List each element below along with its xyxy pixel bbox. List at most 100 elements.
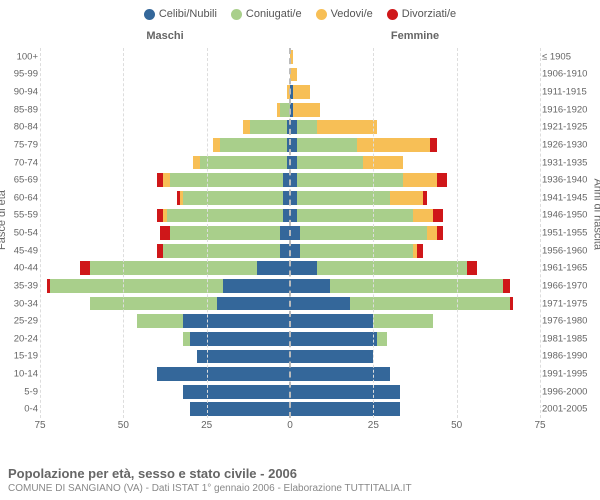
age-label: 45-49 [4, 245, 38, 256]
male-half [40, 260, 290, 278]
birth-label: 1976-1980 [542, 316, 598, 327]
female-half [290, 295, 540, 313]
chart-subtitle: COMUNE DI SANGIANO (VA) - Dati ISTAT 1° … [8, 483, 592, 494]
bar-segment [373, 314, 433, 328]
bar-segment [403, 173, 436, 187]
bar-segment [297, 138, 357, 152]
male-bar [40, 226, 290, 240]
female-bar [290, 156, 540, 170]
female-bar [290, 68, 540, 82]
x-tick: 25 [368, 420, 379, 431]
legend-item: Coniugati/e [231, 8, 302, 20]
male-bar [40, 85, 290, 99]
bar-segment [163, 244, 280, 258]
bar-segment [50, 279, 223, 293]
bar-segment [160, 226, 170, 240]
male-bar [40, 350, 290, 364]
female-half [290, 260, 540, 278]
chart-area: Maschi Femmine 100+≤ 190595-991906-19109… [40, 30, 540, 440]
bar-segment [290, 244, 300, 258]
bar-segment [357, 138, 430, 152]
legend-item: Vedovi/e [316, 8, 373, 20]
bar-segment [197, 350, 290, 364]
bar-segment [427, 226, 437, 240]
bar-segment [170, 173, 283, 187]
male-half [40, 224, 290, 242]
female-half [290, 189, 540, 207]
female-bar [290, 226, 540, 240]
bar-segment [90, 261, 257, 275]
bar-segment [290, 297, 350, 311]
bar-segment [297, 191, 390, 205]
age-label: 80-84 [4, 122, 38, 133]
birth-label: 1921-1925 [542, 122, 598, 133]
male-bar [40, 138, 290, 152]
bar-segment [433, 209, 443, 223]
birth-label: ≤ 1905 [542, 51, 598, 62]
male-half [40, 277, 290, 295]
birth-label: 1971-1975 [542, 298, 598, 309]
female-bar [290, 85, 540, 99]
bar-segment [317, 120, 377, 134]
male-half [40, 171, 290, 189]
age-label: 75-79 [4, 139, 38, 150]
male-bar [40, 314, 290, 328]
bar-segment [80, 261, 90, 275]
legend-dot [231, 9, 242, 20]
female-bar [290, 120, 540, 134]
female-half [290, 83, 540, 101]
bar-segment [157, 209, 164, 223]
female-half [290, 312, 540, 330]
male-bar [40, 402, 290, 416]
x-tick: 50 [451, 420, 462, 431]
bar-segment [220, 138, 287, 152]
birth-label: 1936-1940 [542, 175, 598, 186]
male-half [40, 207, 290, 225]
bar-segment [217, 297, 290, 311]
female-half [290, 224, 540, 242]
legend-label: Divorziati/e [402, 8, 456, 20]
bar-segment [163, 173, 170, 187]
female-half [290, 348, 540, 366]
age-label: 65-69 [4, 175, 38, 186]
birth-label: 1986-1990 [542, 351, 598, 362]
male-bar [40, 103, 290, 117]
male-bar [40, 120, 290, 134]
birth-label: 1966-1970 [542, 280, 598, 291]
female-bar [290, 209, 540, 223]
legend-dot [316, 9, 327, 20]
x-tick: 75 [534, 420, 545, 431]
legend-item: Celibi/Nubili [144, 8, 217, 20]
male-half [40, 66, 290, 84]
grid-line [540, 48, 541, 418]
age-label: 60-64 [4, 192, 38, 203]
male-half [40, 48, 290, 66]
age-label: 35-39 [4, 280, 38, 291]
bar-segment [290, 314, 373, 328]
birth-label: 1941-1945 [542, 192, 598, 203]
bar-segment [257, 261, 290, 275]
male-half [40, 312, 290, 330]
birth-label: 1916-1920 [542, 104, 598, 115]
male-bar [40, 191, 290, 205]
age-label: 40-44 [4, 263, 38, 274]
birth-label: 1956-1960 [542, 245, 598, 256]
birth-label: 1981-1985 [542, 333, 598, 344]
age-label: 5-9 [4, 386, 38, 397]
bar-segment [510, 297, 513, 311]
bar-segment [137, 314, 184, 328]
female-bar [290, 138, 540, 152]
female-bar [290, 332, 540, 346]
bar-segment [293, 103, 320, 117]
bar-segment [390, 191, 423, 205]
bar-segment [90, 297, 217, 311]
female-half [290, 48, 540, 66]
female-half [290, 119, 540, 137]
bar-segment [157, 173, 164, 187]
female-bar [290, 103, 540, 117]
footer: Popolazione per età, sesso e stato civil… [8, 466, 592, 494]
bar-segment [157, 244, 164, 258]
male-half [40, 383, 290, 401]
bar-segment [183, 385, 290, 399]
male-bar [40, 367, 290, 381]
